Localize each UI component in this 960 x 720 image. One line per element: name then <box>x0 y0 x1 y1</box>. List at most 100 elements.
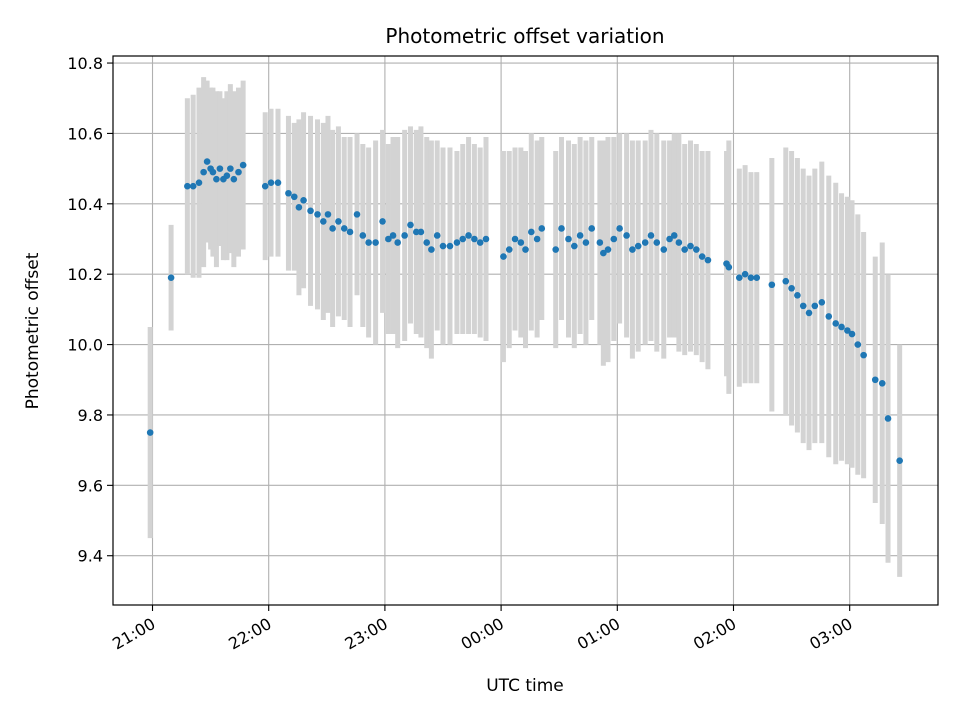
data-point <box>588 225 596 232</box>
data-point <box>203 158 211 165</box>
data-point <box>482 235 490 243</box>
data-point <box>213 175 220 183</box>
data-point <box>314 211 321 218</box>
data-point <box>805 309 813 317</box>
data-point <box>295 204 303 211</box>
data-point <box>517 239 525 246</box>
data-point <box>782 277 790 285</box>
data-point <box>660 246 668 253</box>
data-point <box>571 242 578 250</box>
data-point <box>753 274 761 282</box>
data-point <box>209 168 217 176</box>
data-point <box>307 207 314 215</box>
data-point <box>290 193 298 201</box>
data-point <box>423 239 431 246</box>
data-point <box>788 284 795 292</box>
data-point <box>223 172 231 179</box>
data-point <box>340 225 348 232</box>
data-point <box>629 246 636 253</box>
data-point <box>616 225 623 232</box>
data-point <box>394 239 401 246</box>
data-point <box>884 415 892 422</box>
data-point <box>329 225 336 232</box>
data-point <box>794 292 801 299</box>
data-point <box>389 232 397 239</box>
x-axis-ticks: 21:00 22:00 23:00 00:00 01:00 02:00 03:00 <box>109 605 856 654</box>
data-point <box>401 232 408 239</box>
data-point <box>230 175 238 183</box>
data-point <box>216 165 224 172</box>
data-point <box>200 168 207 176</box>
data-point <box>500 253 507 260</box>
data-point <box>799 302 807 310</box>
data-point <box>533 235 541 243</box>
plot-area-frame <box>112 55 939 606</box>
y-axis-title: Photometric offset <box>23 252 43 409</box>
data-point <box>623 232 630 239</box>
data-point <box>600 249 607 257</box>
data-point <box>346 228 354 236</box>
data-point <box>666 235 673 243</box>
data-point <box>505 246 513 253</box>
data-point <box>433 232 441 239</box>
data-point <box>693 246 700 253</box>
data-point <box>235 168 242 176</box>
data-point <box>565 235 572 243</box>
data-point <box>407 221 414 229</box>
chart-title: Photometric offset variation <box>385 24 664 48</box>
data-point <box>878 379 886 387</box>
data-point <box>446 242 454 250</box>
data-point <box>582 239 590 246</box>
data-point <box>195 179 203 186</box>
data-point <box>558 225 565 232</box>
data-point <box>359 232 367 239</box>
data-point <box>818 299 826 306</box>
data-point <box>825 313 833 320</box>
data-point <box>379 218 386 225</box>
data-point <box>641 239 649 246</box>
data-point <box>285 189 292 197</box>
x-tick-label: 22:00 <box>225 614 274 654</box>
data-point <box>896 457 903 465</box>
data-point <box>335 218 342 225</box>
data-point <box>465 232 472 239</box>
error-bars <box>147 77 903 577</box>
data-point <box>417 228 425 236</box>
data-point <box>184 182 191 190</box>
data-point <box>838 323 845 331</box>
data-point <box>871 376 879 384</box>
data-point <box>653 239 661 246</box>
data-point <box>538 225 546 232</box>
data-point <box>267 179 275 186</box>
data-point <box>227 165 234 172</box>
y-tick-label: 10.8 <box>67 54 103 73</box>
y-tick-label: 10.6 <box>67 124 103 143</box>
data-point <box>476 239 484 246</box>
data-point <box>675 239 683 246</box>
y-tick-label: 9.4 <box>78 547 103 566</box>
data-point <box>687 242 694 250</box>
data-point <box>681 246 688 253</box>
y-tick-label: 10.0 <box>67 336 103 355</box>
data-point <box>844 327 851 334</box>
data-point <box>811 302 819 310</box>
data-point <box>596 239 604 246</box>
data-point <box>528 228 535 236</box>
data-point <box>741 270 749 278</box>
data-point <box>146 429 154 436</box>
y-axis-ticks: 9.4 9.6 9.8 10.0 10.2 10.4 10.6 10.8 <box>67 54 113 566</box>
data-point <box>747 274 755 282</box>
data-point <box>604 246 612 253</box>
data-point <box>736 274 743 282</box>
data-point <box>832 320 840 327</box>
data-point <box>274 179 282 186</box>
data-points <box>146 158 903 465</box>
data-point <box>459 235 467 243</box>
data-point <box>439 242 447 250</box>
data-point <box>610 235 618 243</box>
data-point <box>576 232 584 239</box>
y-tick-label: 9.8 <box>78 406 103 425</box>
y-tick-label: 10.4 <box>67 195 103 214</box>
data-point <box>300 196 307 204</box>
data-point <box>768 281 776 289</box>
